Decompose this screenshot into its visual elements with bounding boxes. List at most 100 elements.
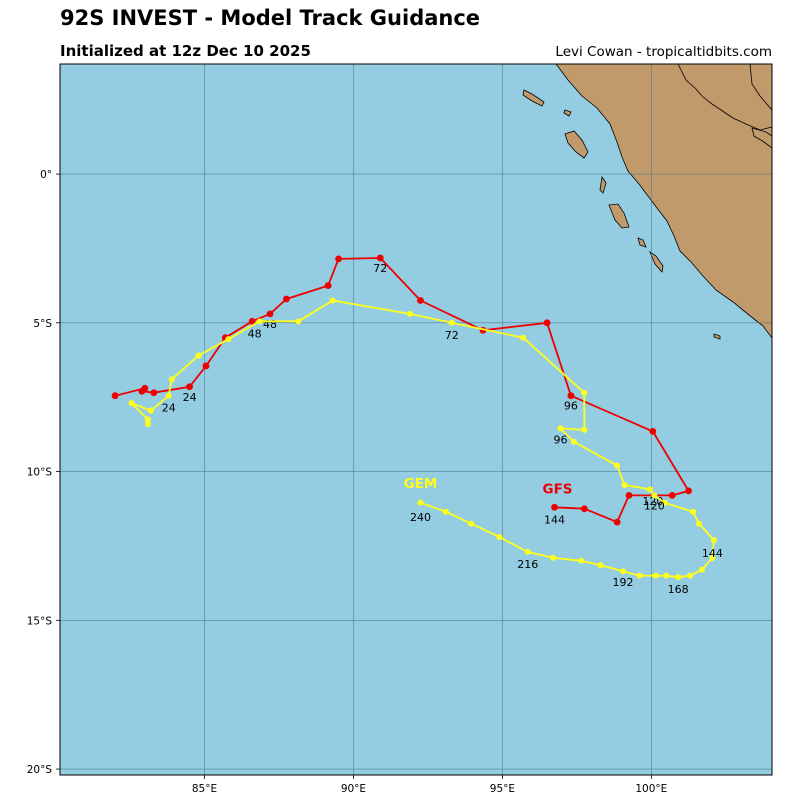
forecast-hour-label: 48 xyxy=(248,327,262,340)
track-point xyxy=(580,505,588,513)
track-point xyxy=(550,554,557,561)
track-point xyxy=(520,334,527,341)
graticule xyxy=(60,64,772,775)
forecast-hour-label: 72 xyxy=(373,262,387,275)
land-layer xyxy=(522,64,772,340)
forecast-hour-label: 48 xyxy=(263,318,277,331)
forecast-hour-label: 192 xyxy=(613,576,634,589)
y-tick-label: 15°S xyxy=(27,615,53,627)
track-point xyxy=(448,319,455,326)
track-point xyxy=(524,548,531,555)
x-tick-label: 90°E xyxy=(341,783,366,795)
track-point xyxy=(646,486,653,493)
forecast-hour-label: 240 xyxy=(410,511,431,524)
forecast-hour-label: 24 xyxy=(162,402,176,415)
track-point xyxy=(649,427,657,435)
forecast-hour-label: 168 xyxy=(668,583,689,596)
small-island xyxy=(751,127,772,149)
small-island xyxy=(599,175,607,194)
track-point xyxy=(651,492,658,499)
track-point xyxy=(324,282,332,290)
sumatra-landmass xyxy=(555,64,772,339)
y-tick-label: 20°S xyxy=(27,764,53,776)
track-point xyxy=(442,508,449,515)
track-point xyxy=(138,387,146,395)
forecast-hour-label: 144 xyxy=(544,513,565,526)
x-tick-label: 95°E xyxy=(490,783,515,795)
track-point xyxy=(335,255,342,263)
track-gfs: 24 48 72 96 120 144 GFS xyxy=(111,254,692,526)
init-time-subtitle: Initialized at 12z Dec 10 2025 xyxy=(60,42,311,60)
y-tick-label: 5°S xyxy=(33,318,52,330)
track-point xyxy=(570,438,577,445)
x-tick-label: 100°E xyxy=(635,783,667,795)
track-point xyxy=(283,295,290,303)
track-point xyxy=(248,317,256,325)
page-title: 92S INVEST - Model Track Guidance xyxy=(60,6,481,30)
malay-peninsula-landmass xyxy=(677,64,772,131)
track-point xyxy=(225,336,232,343)
track-point xyxy=(567,392,575,400)
track-point xyxy=(186,383,193,391)
y-tick-label: 0° xyxy=(40,169,52,181)
track-point xyxy=(581,426,588,433)
track-point xyxy=(256,318,263,325)
track-point xyxy=(128,400,135,407)
track-point xyxy=(687,572,694,579)
track-point xyxy=(636,572,643,579)
track-point xyxy=(496,534,503,541)
track-point xyxy=(661,499,668,506)
track-point xyxy=(147,407,154,414)
track-point xyxy=(329,297,336,304)
track-point xyxy=(663,572,670,579)
credit-text: Levi Cowan - tropicaltidbits.com xyxy=(555,44,772,60)
track-point xyxy=(407,310,414,317)
track-point xyxy=(551,503,558,511)
track-point xyxy=(202,362,210,370)
forecast-hour-label: 144 xyxy=(702,547,723,560)
track-point xyxy=(613,518,621,526)
track-point xyxy=(578,557,585,564)
simeulue-island xyxy=(522,89,545,107)
small-island xyxy=(649,250,664,273)
small-island xyxy=(563,109,572,117)
track-point xyxy=(620,568,627,575)
track-point xyxy=(468,520,475,527)
track-point xyxy=(675,574,682,581)
track-point xyxy=(614,462,621,469)
track-point xyxy=(557,425,564,432)
axis-ticks: 85°E 90°E 95°E 100°E 0° 5°S 10°S 15°S 20°S xyxy=(27,169,668,795)
track-point xyxy=(652,572,659,579)
siberut-island xyxy=(608,203,630,229)
model-name-label: GFS xyxy=(542,481,572,497)
nias-island xyxy=(564,130,589,159)
track-point xyxy=(543,319,551,327)
track-point xyxy=(376,254,384,262)
track-point xyxy=(295,318,302,325)
track-point xyxy=(417,499,424,506)
track-point xyxy=(685,487,692,495)
forecast-hour-label: 24 xyxy=(183,391,197,404)
forecast-hour-label: 216 xyxy=(517,558,538,571)
track-point xyxy=(111,392,119,400)
y-tick-label: 10°S xyxy=(27,467,53,479)
track-point xyxy=(690,508,697,515)
track-point xyxy=(698,566,705,573)
track-point xyxy=(621,481,628,488)
track-line-gem xyxy=(130,299,715,579)
forecast-hour-label: 96 xyxy=(553,433,567,446)
track-point xyxy=(150,389,158,397)
forecast-hour-label: 120 xyxy=(644,499,665,512)
track-line-gfs xyxy=(114,257,690,523)
track-point xyxy=(625,491,633,499)
forecast-hour-label: 96 xyxy=(564,400,578,413)
track-point xyxy=(165,392,172,399)
track-gem: 24 48 72 96 120 144 168 192 216 240 GEM xyxy=(128,297,723,596)
track-point xyxy=(709,554,716,561)
track-point xyxy=(581,389,588,396)
model-name-label: GEM xyxy=(404,476,438,492)
small-island xyxy=(637,237,647,248)
track-point xyxy=(168,376,175,383)
